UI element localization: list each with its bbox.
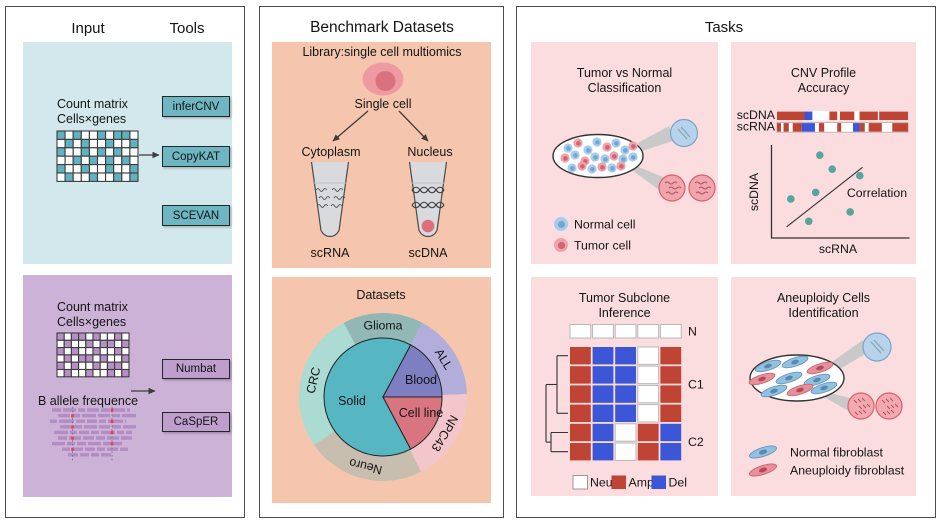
task1-title: Tumor vs Normal Classification (576, 66, 673, 95)
scdna-tube-label: scDNA (408, 246, 448, 260)
task2-title: CNV Profile Accuracy (790, 66, 857, 95)
tool-scevan: SCEVAN (162, 205, 230, 226)
benchmark-title: Benchmark Datasets (310, 19, 454, 36)
tool-infercnv: inferCNV (162, 96, 230, 117)
datasets-box (272, 277, 491, 503)
scrna-tube-label: scRNA (310, 246, 350, 260)
tools-header: Tools (169, 20, 205, 37)
tool-copykat: CopyKAT (162, 146, 230, 167)
nucleus-label: Nucleus (407, 145, 453, 159)
single-cell-label: Single cell (354, 97, 412, 111)
tool-numbat: Numbat (162, 359, 230, 379)
tasks-title: Tasks (704, 19, 744, 36)
count-matrix-label-allele: Count matrix Cells×genes (57, 300, 128, 329)
count-matrix-label-expr: Count matrix Cells×genes (57, 97, 128, 126)
input-header: Input (71, 20, 105, 37)
library-label: Library:single cell multiomics (302, 45, 462, 59)
allele-input-box (23, 275, 232, 497)
task3-title: Tumor Subclone Inference (578, 291, 671, 320)
tool-casper: CaSpER (162, 412, 230, 432)
cytoplasm-label: Cytoplasm (301, 145, 361, 159)
pie-title: Datasets (356, 288, 406, 302)
baf-label: B allele frequence (38, 394, 139, 408)
task4-title: Aneuploidy Cells Identification (776, 291, 871, 320)
